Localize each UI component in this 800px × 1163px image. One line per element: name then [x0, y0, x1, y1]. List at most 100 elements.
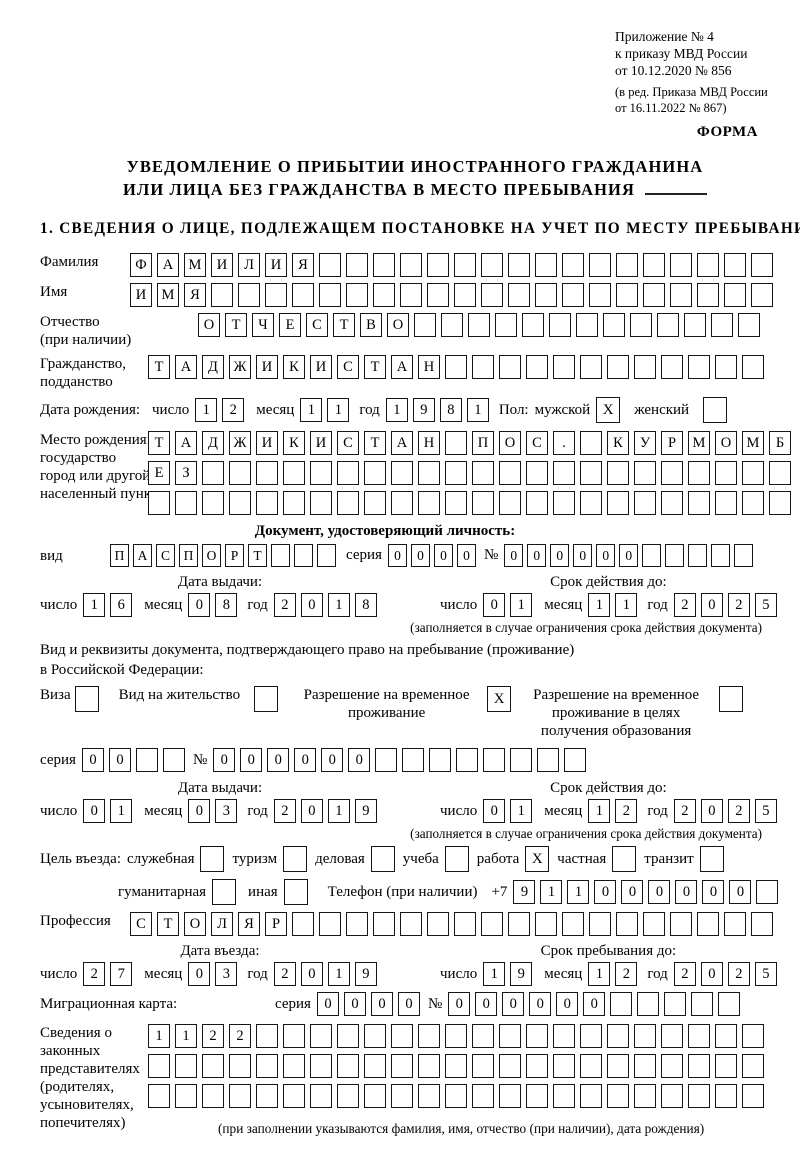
char-box[interactable]: Я: [292, 253, 314, 277]
char-box[interactable]: 0: [410, 544, 430, 567]
char-box[interactable]: Д: [202, 355, 224, 379]
char-box[interactable]: [553, 1024, 575, 1048]
char-box[interactable]: Т: [333, 313, 355, 337]
purpose-tourism-checkbox[interactable]: [283, 846, 308, 872]
char-box[interactable]: 0: [240, 748, 263, 772]
char-box[interactable]: А: [391, 431, 413, 455]
char-box[interactable]: 0: [729, 880, 752, 904]
char-box[interactable]: [769, 461, 791, 485]
char-box[interactable]: [418, 1054, 440, 1078]
char-box[interactable]: 1: [567, 880, 590, 904]
char-box[interactable]: [661, 1054, 683, 1078]
char-box[interactable]: [634, 461, 656, 485]
char-box[interactable]: 1: [300, 398, 323, 422]
char-box[interactable]: [715, 1054, 737, 1078]
char-box[interactable]: [211, 283, 233, 307]
char-box[interactable]: О: [387, 313, 409, 337]
char-box[interactable]: [481, 912, 503, 936]
char-box[interactable]: П: [472, 431, 494, 455]
char-box[interactable]: О: [184, 912, 206, 936]
char-box[interactable]: 2: [202, 1024, 224, 1048]
char-box[interactable]: Р: [225, 544, 244, 567]
char-box[interactable]: [510, 748, 533, 772]
char-box[interactable]: [294, 544, 313, 567]
char-box[interactable]: [589, 283, 611, 307]
char-box[interactable]: 1: [327, 799, 350, 823]
char-box[interactable]: [162, 748, 185, 772]
char-box[interactable]: [499, 1024, 521, 1048]
char-box[interactable]: [454, 283, 476, 307]
char-box[interactable]: 0: [502, 992, 525, 1016]
char-box[interactable]: Я: [238, 912, 260, 936]
char-box[interactable]: 0: [483, 593, 506, 617]
char-box[interactable]: Л: [211, 912, 233, 936]
char-box[interactable]: [499, 355, 521, 379]
char-box[interactable]: [400, 283, 422, 307]
female-checkbox[interactable]: [703, 397, 728, 423]
char-box[interactable]: 9: [513, 880, 536, 904]
char-box[interactable]: [634, 1054, 656, 1078]
char-box[interactable]: [256, 491, 278, 515]
purpose-other-checkbox[interactable]: [283, 879, 308, 905]
char-box[interactable]: М: [688, 431, 710, 455]
char-box[interactable]: Т: [148, 355, 170, 379]
char-box[interactable]: [310, 1084, 332, 1108]
char-box[interactable]: Е: [279, 313, 301, 337]
purpose-study-checkbox[interactable]: [444, 846, 469, 872]
char-box[interactable]: И: [310, 355, 332, 379]
char-box[interactable]: [715, 355, 737, 379]
char-box[interactable]: 0: [316, 992, 339, 1016]
char-box[interactable]: [346, 912, 368, 936]
char-box[interactable]: [418, 1024, 440, 1048]
char-box[interactable]: [688, 1054, 710, 1078]
char-box[interactable]: [400, 912, 422, 936]
char-box[interactable]: 0: [648, 880, 671, 904]
char-box[interactable]: [522, 313, 544, 337]
purpose-business-checkbox[interactable]: [370, 846, 395, 872]
char-box[interactable]: [495, 313, 517, 337]
char-box[interactable]: [483, 748, 506, 772]
char-box[interactable]: 5: [754, 799, 777, 823]
char-box[interactable]: 2: [727, 799, 750, 823]
char-box[interactable]: [769, 491, 791, 515]
char-box[interactable]: Т: [148, 431, 170, 455]
char-box[interactable]: [526, 355, 548, 379]
char-box[interactable]: [580, 1054, 602, 1078]
char-box[interactable]: [580, 1024, 602, 1048]
char-box[interactable]: [175, 1084, 197, 1108]
char-box[interactable]: К: [607, 431, 629, 455]
char-box[interactable]: [589, 253, 611, 277]
char-box[interactable]: 2: [727, 593, 750, 617]
char-box[interactable]: [445, 1084, 467, 1108]
char-box[interactable]: 1: [588, 799, 611, 823]
char-box[interactable]: [751, 283, 773, 307]
char-box[interactable]: [229, 461, 251, 485]
char-box[interactable]: [310, 1054, 332, 1078]
char-box[interactable]: О: [202, 544, 221, 567]
char-box[interactable]: [661, 461, 683, 485]
char-box[interactable]: [499, 461, 521, 485]
char-box[interactable]: 0: [267, 748, 290, 772]
char-box[interactable]: [751, 253, 773, 277]
char-box[interactable]: [634, 1024, 656, 1048]
char-box[interactable]: 0: [81, 748, 104, 772]
char-box[interactable]: 0: [550, 544, 570, 567]
char-box[interactable]: [697, 283, 719, 307]
char-box[interactable]: 1: [588, 962, 611, 986]
char-box[interactable]: 9: [354, 799, 377, 823]
char-box[interactable]: 0: [300, 799, 323, 823]
char-box[interactable]: [472, 491, 494, 515]
char-box[interactable]: [526, 1024, 548, 1048]
char-box[interactable]: 0: [348, 748, 371, 772]
char-box[interactable]: [664, 992, 687, 1016]
char-box[interactable]: 2: [615, 799, 638, 823]
char-box[interactable]: К: [283, 431, 305, 455]
char-box[interactable]: .: [553, 431, 575, 455]
char-box[interactable]: [456, 748, 479, 772]
char-box[interactable]: 2: [273, 593, 296, 617]
char-box[interactable]: [751, 912, 773, 936]
char-box[interactable]: [688, 355, 710, 379]
char-box[interactable]: [742, 1054, 764, 1078]
char-box[interactable]: [665, 544, 685, 567]
char-box[interactable]: [391, 491, 413, 515]
